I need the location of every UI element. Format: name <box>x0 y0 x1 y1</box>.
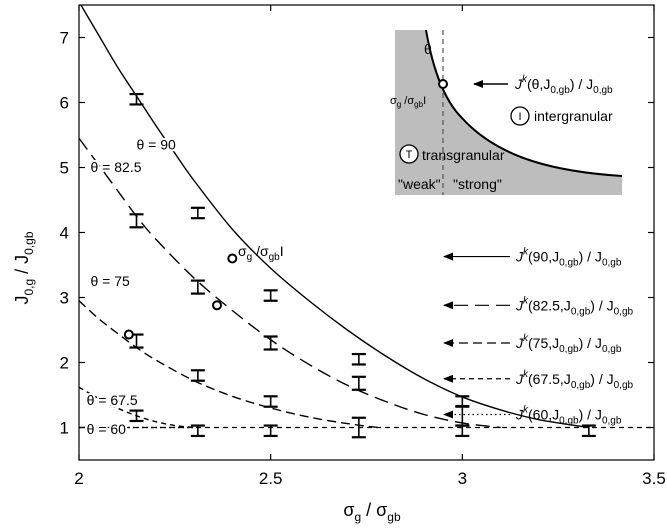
error-bar-0-2 <box>263 289 278 302</box>
y-tick-label-2: 3 <box>60 289 69 308</box>
marker-callout-label: σg /σgbI <box>238 243 284 263</box>
y-tick-label-3: 4 <box>60 224 69 243</box>
y-tick-label-0: 1 <box>60 419 69 438</box>
y-tick-label-4: 5 <box>60 159 69 178</box>
transgranular-symbol: T <box>406 149 413 161</box>
arrow-label-1: Jk(82.5,J0,gb) / J0,gb <box>515 295 634 317</box>
open-marker-2 <box>123 329 134 340</box>
transgranular-badge <box>399 144 419 164</box>
curve-label-0: θ = 90 <box>137 136 177 152</box>
intergranular-symbol: I <box>518 111 521 123</box>
error-bar-4-0 <box>190 424 205 438</box>
intergranular-label: intergranular <box>534 108 613 124</box>
inset-sigma-label: σg /σgbI <box>390 95 426 109</box>
weak-label: "weak" <box>398 176 441 192</box>
error-bar-1-3 <box>351 375 366 391</box>
error-bar-1-1 <box>190 279 205 295</box>
x-tick-label-1: 2.5 <box>259 469 283 488</box>
transgranular-label: transgranular <box>422 147 505 163</box>
arrow-label-2: Jk(75,J0,gb) / J0,gb <box>515 333 622 355</box>
strong-label: "strong" <box>453 176 502 192</box>
arrow-label-3: Jk(67.5,J0,gb) / J0,gb <box>515 369 634 391</box>
curve-label-4: θ = 60 <box>87 421 127 437</box>
curve-label-3: θ = 67.5 <box>87 392 138 408</box>
inset-curve <box>425 29 623 177</box>
inset-arrow-label: Jk(θ,J0,gb) / J0,gb <box>514 74 613 96</box>
arrow-label-4: Jk(60,J0,gb) / J0,gb <box>515 405 622 427</box>
arrow-label-0: Jk(90,J0,gb) / J0,gb <box>515 247 622 269</box>
error-bar-0-0 <box>129 92 144 106</box>
error-bar-1-2 <box>263 335 278 351</box>
y-tick-label-1: 2 <box>60 354 69 373</box>
error-bar-2-3 <box>351 416 366 439</box>
series-line-1 <box>79 137 501 429</box>
intergranular-badge <box>510 106 530 126</box>
error-bar-2-1 <box>190 369 205 382</box>
error-bar-3-0 <box>129 409 144 423</box>
error-bar-4-2 <box>455 424 470 438</box>
error-bar-2-2 <box>263 395 278 408</box>
y-axis-title: J0,g / J0,gb <box>12 231 36 304</box>
open-marker-0 <box>227 253 238 264</box>
error-bar-0-3 <box>351 352 366 366</box>
error-bar-0-5 <box>581 424 596 438</box>
error-bar-4-1 <box>263 424 278 438</box>
inset-marker <box>438 79 448 89</box>
y-tick-label-5: 6 <box>60 94 69 113</box>
open-marker-1 <box>212 300 222 311</box>
x-tick-label-0: 2 <box>74 469 83 488</box>
x-tick-label-2: 3 <box>458 469 467 488</box>
plot-frame <box>78 4 655 461</box>
error-bar-1-0 <box>129 213 144 229</box>
inset-theta: θ <box>424 41 432 57</box>
plot-clip-group <box>79 5 654 439</box>
series-line-0 <box>80 5 589 429</box>
curve-label-2: θ = 75 <box>91 273 131 289</box>
curve-label-1: θ = 82.5 <box>91 159 142 175</box>
inset-diagram: θ σg /σgbI Jk(θ,J0,gb) / J0,gb I intergr… <box>390 29 623 195</box>
error-bar-0-1 <box>190 206 205 220</box>
x-tick-label-3: 3.5 <box>642 469 666 488</box>
x-axis-title: σg / σgb <box>343 500 401 524</box>
y-tick-label-6: 7 <box>60 29 69 48</box>
plot-area: 2 2.5 3 3.5 1 2 3 4 5 6 7 θ = 90 θ = 82.5 θ = 75 θ = 6… <box>60 4 666 488</box>
inset-shaded-region <box>395 30 622 195</box>
